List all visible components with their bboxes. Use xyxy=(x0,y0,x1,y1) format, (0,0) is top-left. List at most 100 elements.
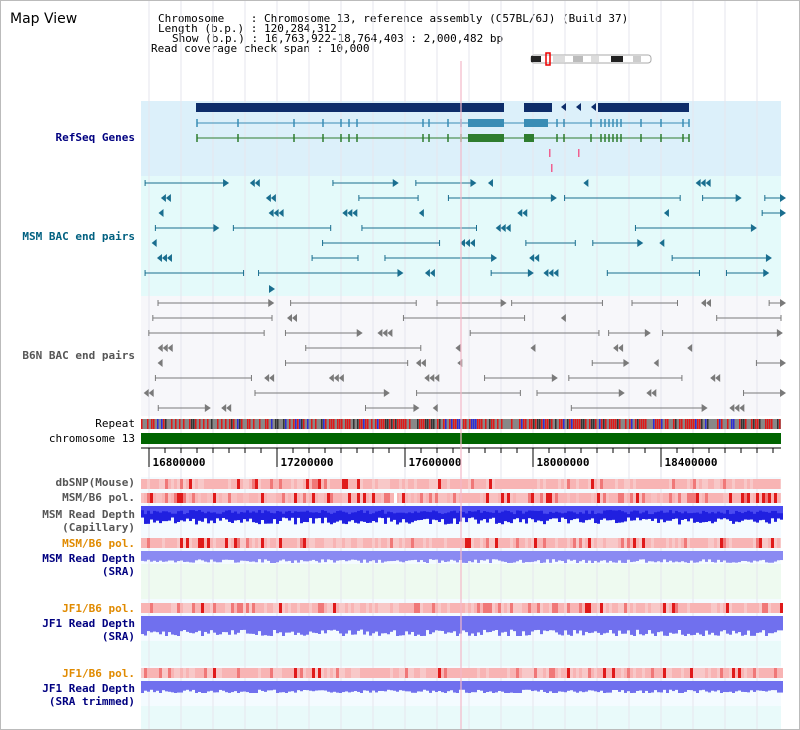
depth-bar xyxy=(351,506,354,521)
heat-cell xyxy=(528,603,531,613)
heat-cell xyxy=(180,538,183,548)
depth-bar xyxy=(528,506,531,511)
depth-bar xyxy=(666,616,669,636)
heat-cell xyxy=(477,493,480,503)
depth-bar xyxy=(591,681,594,691)
repeat-element xyxy=(575,419,577,429)
bac-arrow xyxy=(517,209,523,217)
depth-bar xyxy=(762,506,765,520)
depth-bar xyxy=(282,506,285,514)
repeat-element xyxy=(417,419,419,429)
ideogram-band xyxy=(531,56,541,62)
heat-cell xyxy=(264,668,267,678)
heat-cell xyxy=(510,603,513,613)
depth-bar xyxy=(699,681,702,691)
heat-cell xyxy=(759,538,762,548)
depth-bar xyxy=(180,616,183,632)
heat-cell xyxy=(432,603,435,613)
track-label-jf1-depth-trimmed[interactable]: JF1 Read Depth (SRA trimmed) xyxy=(42,682,135,708)
heat-cell xyxy=(285,538,288,548)
depth-bar xyxy=(717,506,720,512)
depth-bar xyxy=(378,681,381,691)
bac-arrow xyxy=(695,179,701,187)
heat-cell xyxy=(477,603,480,613)
track-label-msm-b6-pol-1[interactable]: MSM/B6 pol. xyxy=(62,491,135,504)
repeat-element xyxy=(497,419,499,429)
depth-bar xyxy=(693,506,696,513)
heat-cell xyxy=(195,538,198,548)
heat-cell xyxy=(264,479,267,489)
repeat-element xyxy=(719,419,721,429)
depth-bar xyxy=(270,506,273,513)
heat-cell xyxy=(171,493,174,503)
heat-cell xyxy=(474,603,477,613)
depth-bar xyxy=(285,616,288,633)
track-label-dbsnp[interactable]: dbSNP(Mouse) xyxy=(55,476,135,489)
track-label-jf1-b6-pol-2[interactable]: JF1/B6 pol. xyxy=(62,667,135,680)
heat-cell xyxy=(201,493,204,503)
repeat-element xyxy=(225,419,227,429)
heat-cell xyxy=(219,493,222,503)
track-label-msm-depth-sra[interactable]: MSM Read Depth (SRA) xyxy=(42,552,135,578)
depth-bar xyxy=(177,506,180,512)
bac-arrow xyxy=(413,404,420,412)
depth-bar xyxy=(738,506,741,512)
depth-bar xyxy=(471,551,474,563)
depth-bar xyxy=(552,551,555,560)
track-label-b6n-bac[interactable]: B6N BAC end pairs xyxy=(22,349,135,362)
track-label-msm-bac[interactable]: MSM BAC end pairs xyxy=(22,230,135,243)
bac-arrow xyxy=(734,404,740,412)
depth-bar xyxy=(645,616,648,634)
depth-bar xyxy=(360,506,363,522)
depth-bar xyxy=(369,506,372,515)
heat-cell xyxy=(645,538,648,548)
heat-cell xyxy=(597,668,600,678)
heat-cell xyxy=(450,603,453,613)
depth-bar xyxy=(450,681,453,691)
heat-cell xyxy=(564,493,567,503)
heat-cell xyxy=(303,603,306,613)
track-label-jf1-depth-sra[interactable]: JF1 Read Depth (SRA) xyxy=(42,617,135,643)
depth-bar xyxy=(510,506,513,513)
heat-cell xyxy=(621,493,624,503)
heat-cell xyxy=(606,603,609,613)
repeat-element xyxy=(301,419,303,429)
depth-bar xyxy=(510,616,513,630)
depth-bar xyxy=(543,616,546,631)
depth-bar xyxy=(258,506,261,511)
depth-bar xyxy=(453,681,456,693)
depth-bar xyxy=(498,616,501,636)
depth-bar xyxy=(537,551,540,561)
track-label-msm-depth-capillary[interactable]: MSM Read Depth (Capillary) xyxy=(42,508,135,534)
depth-bar xyxy=(219,551,222,563)
view-title: Map View xyxy=(10,11,78,27)
heat-cell xyxy=(504,603,507,613)
heat-cell xyxy=(450,479,453,489)
heat-cell xyxy=(666,479,669,489)
heat-cell xyxy=(510,668,513,678)
depth-bar xyxy=(462,681,465,690)
repeat-element xyxy=(521,419,523,429)
depth-bar xyxy=(213,506,216,513)
depth-bar xyxy=(375,616,378,632)
depth-bar xyxy=(435,681,438,693)
depth-bar xyxy=(189,506,192,522)
depth-bar xyxy=(192,681,195,690)
depth-bar xyxy=(300,506,303,524)
depth-bar xyxy=(621,506,624,512)
heat-cell xyxy=(501,479,504,489)
depth-bar xyxy=(549,616,552,631)
depth-bar xyxy=(666,506,669,521)
depth-bar xyxy=(240,506,243,523)
track-label-refseq[interactable]: RefSeq Genes xyxy=(55,131,135,144)
heat-cell xyxy=(471,479,474,489)
heat-cell xyxy=(747,493,750,503)
depth-bar xyxy=(531,681,534,692)
depth-bar xyxy=(432,506,435,520)
track-label-jf1-b6-pol-1[interactable]: JF1/B6 pol. xyxy=(62,602,135,615)
track-label-msm-b6-pol-2[interactable]: MSM/B6 pol. xyxy=(62,537,135,550)
heat-cell xyxy=(657,668,660,678)
depth-bar xyxy=(597,616,600,633)
heat-cell xyxy=(402,493,405,503)
